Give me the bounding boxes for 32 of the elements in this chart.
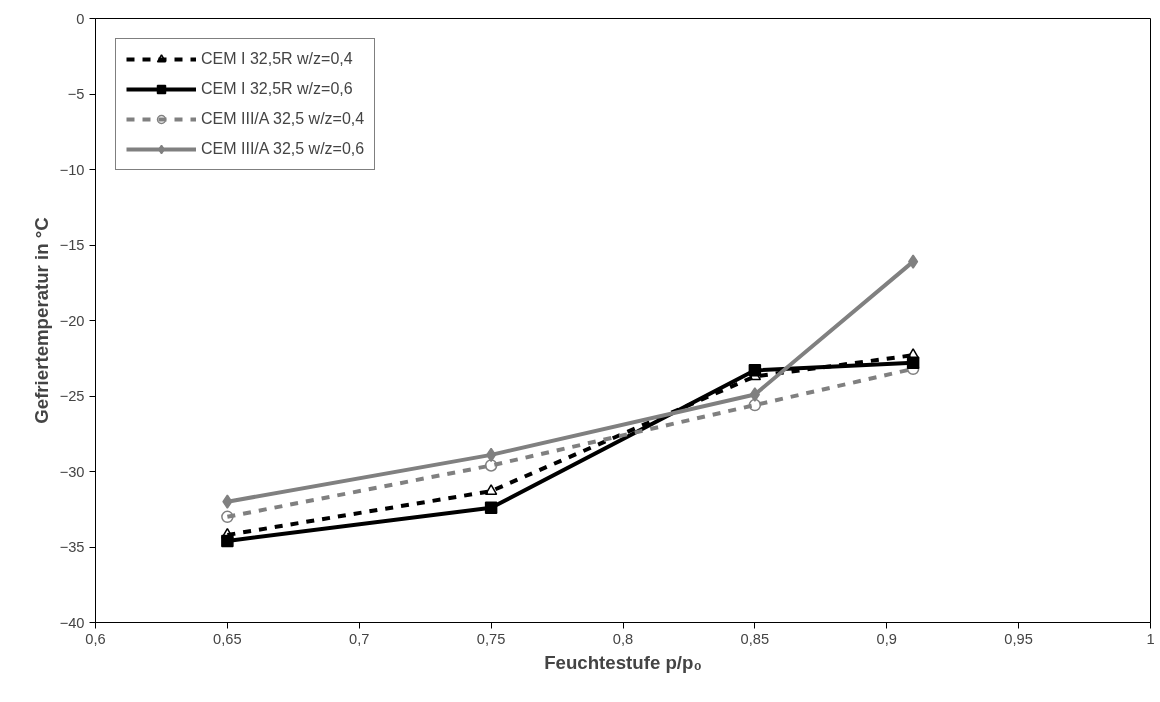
point <box>221 510 234 524</box>
legend-label: CEM I 32,5R w/z=0,4 <box>201 50 353 68</box>
point <box>484 484 498 496</box>
y-tick-label: −30 <box>59 463 85 480</box>
x-tick-label: 0,9 <box>876 630 897 647</box>
y-tick-label: −25 <box>59 388 85 404</box>
y-tick-label: −20 <box>59 312 85 329</box>
point <box>484 459 498 472</box>
point <box>748 398 762 412</box>
y-axis-title: Gefriertemperatur in °C <box>30 217 52 424</box>
x-tick-label: 0,6 <box>85 630 106 647</box>
y-tick-label: −40 <box>59 614 85 631</box>
x-tick-label: 1 <box>1146 630 1155 647</box>
x-tick-label: 0,95 <box>1004 630 1033 647</box>
y-tick-label: −35 <box>59 539 85 555</box>
y-tick-label: −15 <box>59 237 85 253</box>
x-tick-label: 0,65 <box>213 630 242 647</box>
legend-label: CEM III/A 32,5 w/z=0,4 <box>201 110 365 128</box>
point <box>908 254 919 269</box>
x-tick-label: 0,85 <box>740 630 770 647</box>
legend-label: CEM I 32,5R w/z=0,6 <box>201 80 353 98</box>
y-tick-label: 0 <box>76 10 85 27</box>
point <box>749 387 760 402</box>
point <box>484 501 498 514</box>
y-tick-label: −10 <box>59 161 85 178</box>
x-tick-label: 0,7 <box>349 630 370 647</box>
legend-label: CEM III/A 32,5 w/z=0,6 <box>201 140 365 158</box>
x-tick-label: 0,75 <box>476 630 506 647</box>
y-tick-label: −5 <box>67 86 85 102</box>
x-axis-title: Feuchtestufe p/p₀ <box>544 651 702 673</box>
point <box>222 494 233 509</box>
x-tick-label: 0,8 <box>612 630 634 647</box>
